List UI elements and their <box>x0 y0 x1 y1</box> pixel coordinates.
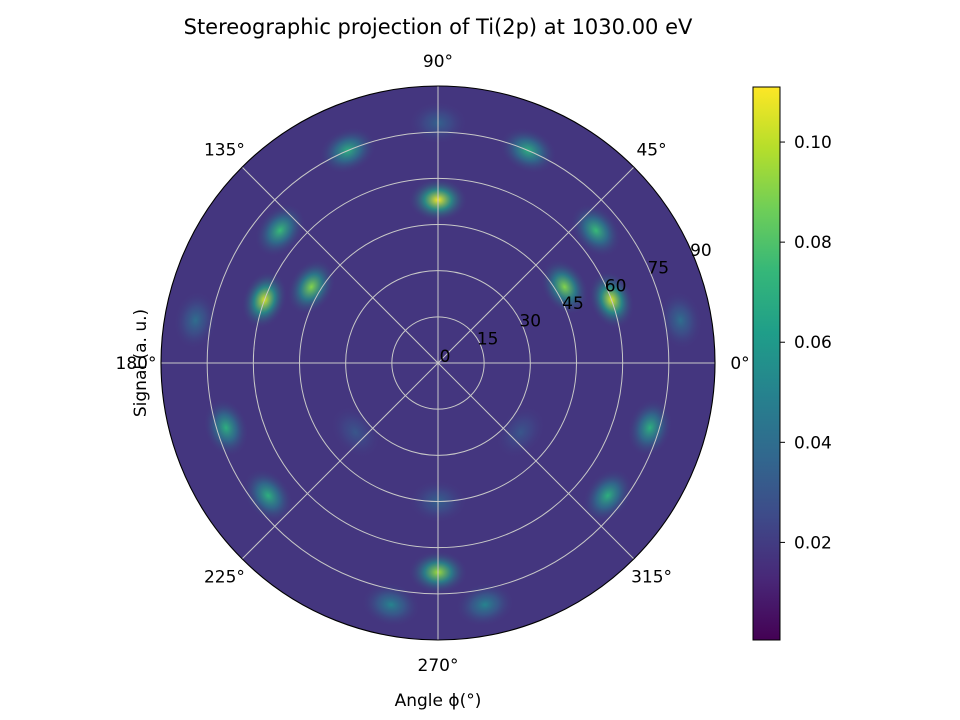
angular-grid-line <box>241 166 439 364</box>
radial-tick-label: 75 <box>647 259 669 279</box>
angular-tick-labels: 0° 45° 90° 135° 180° 225° 270° 315° <box>116 52 750 676</box>
angular-tick-label: 0° <box>730 354 749 374</box>
colorbar-frame <box>752 86 781 641</box>
angular-grid-line <box>241 362 439 560</box>
angular-tick-label: 135° <box>204 140 245 160</box>
colorbar-tick-label: 0.06 <box>794 333 832 353</box>
colorbar-tick-label: 0.04 <box>794 433 832 453</box>
heatmap-peak <box>254 203 306 258</box>
heatmap-peak <box>494 405 547 460</box>
colorbar: 0.02 0.04 0.06 0.08 0.10 <box>752 86 832 641</box>
heatmap-peak <box>582 468 634 523</box>
angular-tick-label: 45° <box>636 140 666 160</box>
radial-tick-label: 0 <box>440 347 451 367</box>
radial-tick-labels: 0 15 30 45 60 75 90 <box>440 241 712 367</box>
angular-tick-label: 315° <box>631 568 672 588</box>
colorbar-tick-label: 0.10 <box>794 133 832 153</box>
colorbar-tick-label: 0.08 <box>794 233 832 253</box>
angular-grid-line <box>437 166 635 364</box>
heatmap-peak <box>361 582 421 628</box>
heatmap-peak <box>658 290 703 351</box>
polar-plot: 0° 45° 90° 135° 180° 225° 270° 315° 0 15 30 45 60 75… <box>116 52 750 676</box>
polar-frame <box>160 85 716 641</box>
chart-title: Stereographic projection of Ti(2p) at 10… <box>184 15 693 39</box>
colorbar-gradient <box>753 87 780 640</box>
angular-grid-line <box>437 362 635 560</box>
heatmap-peak <box>570 203 622 258</box>
heatmap-peak <box>329 405 382 460</box>
heatmap-peak <box>455 582 515 628</box>
x-axis-label: Angle ϕ(°) <box>395 691 482 711</box>
angular-tick-label: 90° <box>423 52 453 72</box>
heatmap-peak <box>173 290 218 351</box>
radial-tick-label: 90 <box>690 241 712 261</box>
angular-tick-label: 270° <box>418 656 459 676</box>
angular-tick-label: 180° <box>116 354 157 374</box>
radial-tick-label: 60 <box>605 276 627 296</box>
heatmap-peak <box>286 258 336 316</box>
polar-grid <box>161 86 715 640</box>
heatmap-peak <box>242 468 294 523</box>
heatmap-peak <box>627 398 673 458</box>
colorbar-ticks: 0.02 0.04 0.06 0.08 0.10 <box>780 133 832 553</box>
heatmap-peak <box>203 398 249 458</box>
radial-tick-label: 30 <box>519 312 541 332</box>
heatmap-peak <box>540 258 590 316</box>
radial-tick-label: 15 <box>477 329 499 349</box>
angular-tick-label: 225° <box>204 568 245 588</box>
radial-tick-label: 45 <box>562 294 584 314</box>
y-axis-label: Signal (a. u.) <box>131 309 151 417</box>
colorbar-tick-label: 0.02 <box>794 533 832 553</box>
